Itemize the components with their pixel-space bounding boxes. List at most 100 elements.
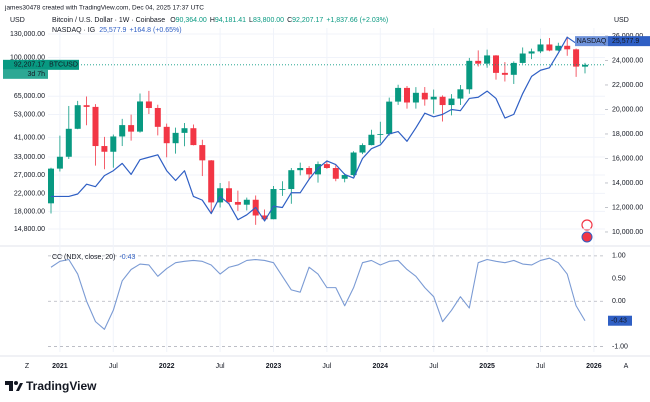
legend: Bitcoin / U.S. Dollar · 1W · Coinbase O90… bbox=[52, 17, 388, 24]
candle-body bbox=[323, 164, 330, 169]
indicator-line bbox=[50, 257, 586, 330]
y-tick-label: 14,800.00 bbox=[14, 226, 45, 233]
candle-body bbox=[484, 55, 491, 64]
candle-body bbox=[546, 44, 553, 51]
series-line bbox=[51, 36, 586, 222]
symbol-marker-label: BTCUSD bbox=[49, 62, 78, 69]
indicator-value: -0.43 bbox=[119, 254, 135, 261]
x-tick-label: Jul bbox=[322, 363, 331, 370]
candle-body bbox=[270, 189, 277, 220]
legend-key: H bbox=[210, 17, 215, 24]
candle-body bbox=[101, 146, 108, 152]
legend: NASDAQ · IG 25,577.9 +164.8 (+0.65%) bbox=[52, 27, 182, 34]
candle-body bbox=[412, 92, 419, 103]
candle-body bbox=[208, 160, 215, 203]
candle-body bbox=[421, 92, 428, 100]
event-icons bbox=[581, 219, 593, 243]
y2-tick-label: 20,000.00 bbox=[612, 106, 643, 113]
legend-value: 25,577.9 bbox=[99, 27, 126, 34]
candle-body bbox=[573, 49, 580, 67]
candle-body bbox=[475, 60, 482, 64]
legend-change: +164.8 (+0.65%) bbox=[129, 27, 181, 34]
legend-value: 90,364.00 bbox=[176, 17, 207, 24]
y2-tick-label: 24,000.00 bbox=[612, 57, 643, 64]
candle-body bbox=[279, 189, 286, 190]
legend-title: NASDAQ · IG bbox=[52, 27, 95, 34]
candle-body bbox=[92, 106, 99, 147]
y-tick-label: 18,000.00 bbox=[14, 208, 45, 215]
candle-body bbox=[359, 145, 366, 153]
candle-body bbox=[582, 64, 588, 67]
x-tick-label: 2025 bbox=[479, 363, 495, 370]
candle-body bbox=[493, 55, 499, 73]
candle-body bbox=[163, 126, 170, 144]
symbol-marker bbox=[48, 59, 79, 70]
y2-axis-unit: USD bbox=[614, 17, 629, 24]
y-tick-label: 0.50 bbox=[612, 275, 626, 282]
candle-body bbox=[430, 96, 437, 100]
candle-body bbox=[243, 199, 250, 205]
series-name-marker bbox=[575, 36, 608, 47]
event-icon bbox=[581, 219, 593, 231]
series-name-marker-label: NASDAQ bbox=[577, 38, 607, 45]
x-tick-label: Jul bbox=[536, 363, 545, 370]
legend-value: 94,181.41 bbox=[215, 17, 246, 24]
series-value-marker-label: 25,577.9 bbox=[612, 38, 639, 45]
candle-body bbox=[395, 87, 402, 102]
legend-key: O bbox=[170, 17, 176, 24]
series-value-marker bbox=[608, 36, 650, 47]
indicator-marker-label: -0.43 bbox=[611, 318, 627, 325]
candle-body bbox=[110, 136, 117, 152]
axis-corner-label: A bbox=[624, 363, 629, 370]
y-axis-unit: USD bbox=[10, 17, 25, 24]
candle-body bbox=[48, 168, 54, 204]
y-tick-label: -1.00 bbox=[612, 343, 628, 350]
candle-body bbox=[448, 98, 455, 106]
logo bbox=[5, 381, 23, 391]
candle-body bbox=[510, 62, 517, 75]
x-tick-label: 2026 bbox=[586, 363, 602, 370]
y-tick-label: 41,000.00 bbox=[14, 134, 45, 141]
candle-body bbox=[261, 215, 268, 220]
y2-tick-label: 18,000.00 bbox=[612, 131, 643, 138]
y-tick-label: 22,000.00 bbox=[14, 190, 45, 197]
candle-body bbox=[332, 168, 339, 179]
y-tick-label: 53,000.00 bbox=[14, 111, 45, 118]
y-tick-label: 65,000.00 bbox=[14, 93, 45, 100]
countdown-marker bbox=[3, 69, 48, 79]
candle-body bbox=[315, 164, 321, 175]
attribution: james30478 created with TradingView.com,… bbox=[4, 5, 204, 12]
x-tick-label: 2024 bbox=[373, 363, 389, 370]
y-tick-label: 1.00 bbox=[612, 253, 626, 260]
candle-body bbox=[555, 45, 562, 51]
y2-tick-label: 10,000.00 bbox=[612, 229, 643, 236]
countdown-label: 3d 7h bbox=[27, 71, 45, 78]
y-tick-label: 130,000.00 bbox=[10, 31, 45, 38]
candle-body bbox=[341, 175, 348, 179]
y-tick-label: 0.00 bbox=[612, 298, 626, 305]
candle-body bbox=[217, 188, 224, 203]
candle-body bbox=[74, 105, 81, 129]
candle-body bbox=[137, 101, 143, 132]
candle-body bbox=[65, 128, 72, 157]
candle-body bbox=[288, 170, 295, 190]
candle-body bbox=[119, 125, 126, 137]
candle-body bbox=[128, 125, 135, 132]
candle-body bbox=[306, 168, 313, 175]
y2-tick-label: 16,000.00 bbox=[612, 155, 643, 162]
candle-body bbox=[439, 96, 446, 106]
legend-value: 83,800.00 bbox=[253, 17, 284, 24]
legend-value: 92,207.17 bbox=[292, 17, 323, 24]
legend-key: L bbox=[249, 17, 253, 24]
logo-mark bbox=[5, 381, 13, 391]
candle-body bbox=[199, 145, 206, 161]
candle-body bbox=[190, 128, 197, 146]
price-marker-label: 92,207.17 bbox=[14, 62, 45, 69]
y2-tick-label: 22,000.00 bbox=[612, 82, 643, 89]
x-tick-label: 2023 bbox=[266, 363, 282, 370]
price-marker bbox=[3, 59, 48, 70]
y-tick-label: 33,000.00 bbox=[14, 154, 45, 161]
candle-body bbox=[386, 101, 393, 135]
logo-dot bbox=[14, 381, 18, 385]
